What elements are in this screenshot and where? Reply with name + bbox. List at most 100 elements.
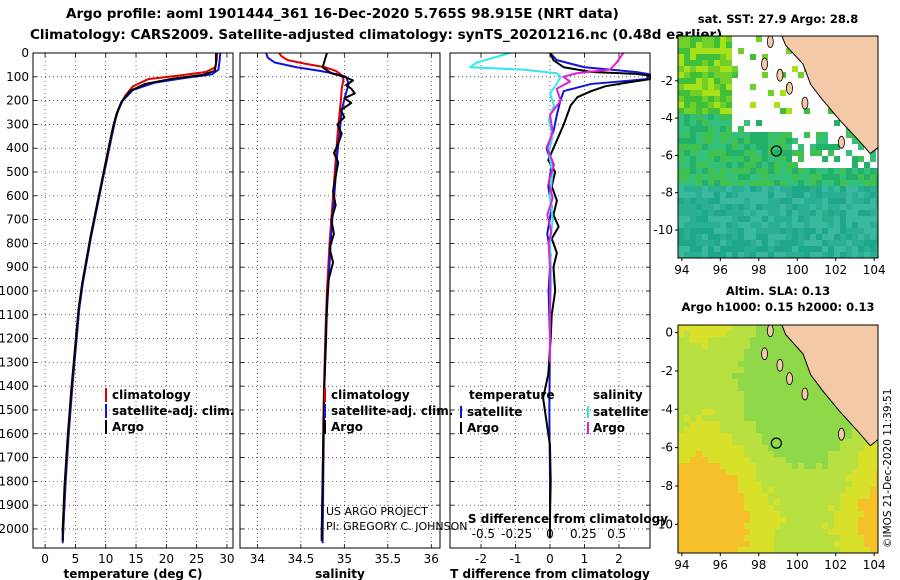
map-cell bbox=[852, 222, 858, 228]
map-cell bbox=[708, 90, 714, 96]
map-cell bbox=[696, 54, 702, 60]
map-cell bbox=[744, 174, 750, 180]
map-cell bbox=[708, 96, 714, 102]
map-cell bbox=[798, 210, 804, 216]
map-cell bbox=[780, 48, 786, 54]
map-cell bbox=[798, 421, 804, 427]
map-cell bbox=[828, 547, 834, 553]
map-cell bbox=[690, 463, 696, 469]
map-cell bbox=[714, 222, 720, 228]
legend-label: satellite-adj. clim. bbox=[331, 404, 453, 418]
map-cell bbox=[876, 162, 878, 168]
map-cell bbox=[684, 144, 690, 150]
map-cell bbox=[798, 499, 804, 505]
map-cell bbox=[744, 415, 750, 421]
map-cell bbox=[684, 385, 690, 391]
map-cell bbox=[744, 361, 750, 367]
map-cell bbox=[870, 481, 876, 487]
map-cell bbox=[678, 210, 684, 216]
map-cell bbox=[726, 252, 732, 258]
map-cell bbox=[852, 174, 858, 180]
map-cell bbox=[816, 421, 822, 427]
map-cell bbox=[816, 547, 822, 553]
map-cell bbox=[780, 156, 786, 162]
map-cell bbox=[816, 415, 822, 421]
map-cell bbox=[810, 240, 816, 246]
map-cell bbox=[696, 108, 702, 114]
map-cell bbox=[792, 415, 798, 421]
map-cell bbox=[708, 517, 714, 523]
map-cell bbox=[768, 90, 774, 96]
map-cell bbox=[708, 216, 714, 222]
map-cell bbox=[756, 42, 762, 48]
map-cell bbox=[738, 523, 744, 529]
map-cell bbox=[846, 228, 852, 234]
map-cell bbox=[726, 475, 732, 481]
map-cell bbox=[846, 451, 852, 457]
map-cell bbox=[756, 349, 762, 355]
island bbox=[838, 427, 845, 441]
map-cell bbox=[720, 487, 726, 493]
map-cell bbox=[738, 415, 744, 421]
xtick-label: -1 bbox=[510, 552, 522, 566]
map-cell bbox=[708, 439, 714, 445]
map-cell bbox=[708, 126, 714, 132]
map-cell bbox=[858, 493, 864, 499]
map-cell bbox=[810, 511, 816, 517]
map-cell bbox=[834, 126, 840, 132]
map-cell bbox=[816, 222, 822, 228]
map-cell bbox=[750, 150, 756, 156]
map-cell bbox=[828, 415, 834, 421]
map-cell bbox=[720, 186, 726, 192]
map-cell bbox=[708, 541, 714, 547]
map-cell bbox=[738, 96, 744, 102]
map-cell bbox=[720, 361, 726, 367]
map-cell bbox=[756, 90, 762, 96]
map-cell bbox=[798, 144, 804, 150]
map-cell bbox=[846, 150, 852, 156]
map-cell bbox=[732, 535, 738, 541]
island bbox=[766, 36, 774, 48]
map-cell bbox=[762, 210, 768, 216]
map-cell bbox=[690, 204, 696, 210]
map-cell bbox=[810, 493, 816, 499]
map-cell bbox=[744, 343, 750, 349]
map-cell bbox=[792, 234, 798, 240]
map-cell bbox=[690, 349, 696, 355]
map-cell bbox=[870, 150, 876, 156]
map-cell bbox=[780, 337, 786, 343]
map-cell bbox=[744, 337, 750, 343]
map-cell bbox=[774, 132, 780, 138]
map-cell bbox=[816, 192, 822, 198]
map-cell bbox=[690, 469, 696, 475]
map-cell bbox=[864, 174, 870, 180]
map-cell bbox=[840, 246, 846, 252]
map-cell bbox=[762, 96, 768, 102]
map-cell bbox=[756, 102, 762, 108]
map-cell bbox=[702, 349, 708, 355]
map-cell bbox=[810, 433, 816, 439]
map-cell bbox=[690, 198, 696, 204]
map-cell bbox=[828, 403, 834, 409]
map-cell bbox=[852, 523, 858, 529]
map-cell bbox=[768, 403, 774, 409]
map-cell bbox=[702, 180, 708, 186]
map-cell bbox=[810, 162, 816, 168]
map-cell bbox=[702, 445, 708, 451]
map-cell bbox=[744, 379, 750, 385]
map-cell bbox=[828, 168, 834, 174]
x-axis-label: T difference from climatology bbox=[450, 567, 650, 580]
map-cell bbox=[870, 204, 876, 210]
map-cell bbox=[720, 114, 726, 120]
map-cell bbox=[786, 439, 792, 445]
map-cell bbox=[690, 403, 696, 409]
map-cell bbox=[744, 120, 750, 126]
map-cell bbox=[786, 174, 792, 180]
map-cell bbox=[714, 72, 720, 78]
map-cell bbox=[834, 162, 840, 168]
map-cell bbox=[810, 96, 816, 102]
map-cell bbox=[780, 138, 786, 144]
map-cell bbox=[732, 144, 738, 150]
map-cell bbox=[870, 511, 876, 517]
map-cell bbox=[840, 481, 846, 487]
